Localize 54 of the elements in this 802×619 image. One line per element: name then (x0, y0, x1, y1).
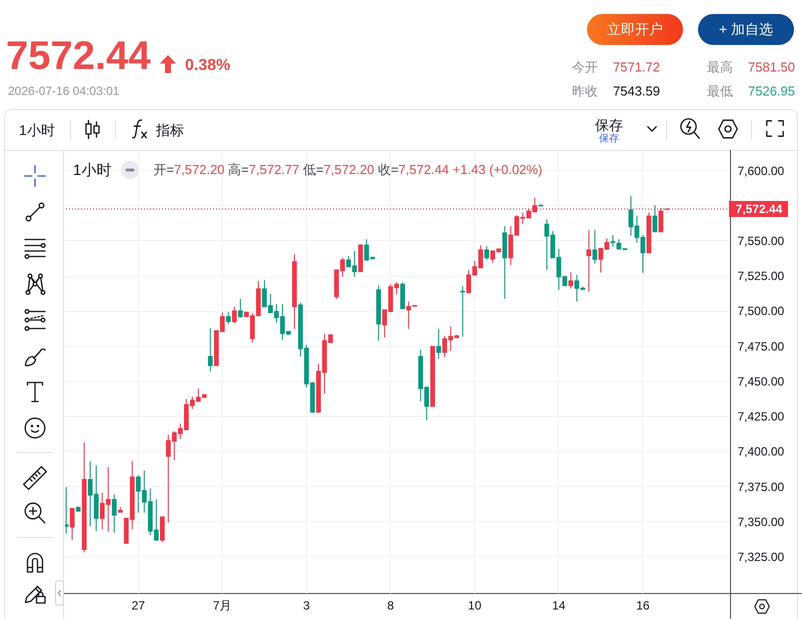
candlestick (70, 508, 75, 541)
candlestick (460, 285, 466, 338)
text: 7571.72 (613, 59, 660, 75)
annotation: 1小时 (73, 160, 112, 180)
candlestick (238, 298, 243, 318)
candlestick (652, 204, 658, 232)
text: 保存 (595, 116, 623, 133)
text: 7543.59 (613, 84, 660, 100)
text: 指标 (156, 122, 184, 138)
text: 今开 (572, 59, 598, 75)
y-tick-label: 7,350.00 (738, 514, 785, 529)
text: 1小时 (19, 122, 55, 138)
ref-line-label: 7,572.44 (736, 202, 783, 216)
x-tick-label: 7月 (213, 598, 232, 612)
text: 保存 (599, 133, 619, 145)
candlestick (484, 246, 490, 261)
x-tick-label: 27 (132, 598, 146, 612)
x-tick-label: 10 (468, 598, 482, 612)
candlestick (208, 328, 213, 372)
text: 7572.44 (6, 33, 151, 79)
text: 2026-07-16 04:03:01 (8, 84, 120, 99)
candlestick (610, 234, 616, 248)
candlestick (436, 328, 442, 360)
text: 开=7,572.20 高=7,572.77 低=7,572.20 收=7,572.44 +1.43 (+0.02%) (153, 162, 542, 177)
text: 0.38% (185, 56, 230, 75)
x-tick-label: 14 (552, 598, 566, 612)
candlestick (586, 230, 592, 292)
candlestick (232, 306, 237, 324)
candlestick (65, 486, 69, 534)
y-tick-label: 7,425.00 (738, 410, 785, 424)
button: + 加自选 (698, 14, 794, 45)
y-tick-label: 7,375.00 (738, 480, 785, 494)
candlestick (160, 516, 165, 543)
y-tick-label: 7,550.00 (738, 234, 785, 248)
y-tick-label: 7,450.00 (738, 374, 785, 388)
candlestick (226, 312, 231, 325)
y-tick-label: 7,500.00 (738, 304, 785, 318)
candlestick (592, 230, 598, 264)
text: 7526.95 (748, 84, 795, 100)
x-tick-label: 8 (387, 598, 394, 612)
candlestick (568, 272, 574, 289)
button: 立即开户 (587, 14, 683, 45)
text: 7581.50 (748, 59, 795, 75)
x-tick-label: 16 (636, 598, 650, 612)
candlestick (112, 494, 117, 534)
y-tick-label: 7,600.00 (738, 164, 785, 178)
text: 昨收 (572, 84, 598, 100)
y-tick-label: 7,475.00 (738, 339, 785, 354)
x-tick-label: 3 (303, 598, 310, 612)
y-tick-label: 7,400.00 (738, 444, 785, 459)
y-tick-label: 7,525.00 (738, 269, 785, 284)
text: 最高 (707, 59, 733, 75)
y-tick-label: 7,325.00 (738, 550, 785, 564)
text: 最低 (707, 84, 733, 100)
